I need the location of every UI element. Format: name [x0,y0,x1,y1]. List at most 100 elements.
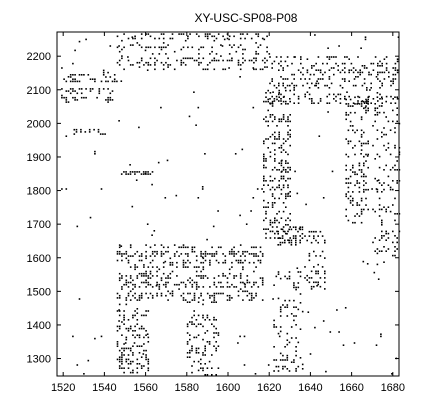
data-point [178,33,180,35]
data-point [313,250,315,253]
data-point [186,325,189,328]
data-point [324,241,326,244]
data-point [191,57,194,60]
data-point [314,34,316,36]
data-point [198,61,200,64]
data-point [302,84,304,87]
data-point [145,275,147,277]
data-point [127,327,130,330]
data-point [145,349,147,352]
data-point [147,363,150,365]
data-point [369,89,371,91]
data-point [206,367,209,369]
data-point [285,219,287,222]
data-point [349,98,352,101]
data-point [125,173,127,175]
data-point [189,301,191,303]
data-point [282,365,284,368]
data-point [355,69,357,71]
data-point [74,80,76,83]
data-point [140,281,143,284]
data-point [365,142,367,145]
data-point [176,59,178,62]
data-point [289,144,291,147]
data-point [202,367,204,369]
data-point [140,297,143,299]
data-point [257,33,260,35]
data-point [381,82,383,85]
data-point [145,279,147,282]
data-point [366,263,369,265]
data-point [228,294,231,297]
data-point [376,138,379,140]
data-point [118,356,121,358]
data-point [162,266,165,268]
data-point [365,197,367,200]
data-point [162,283,165,286]
data-point [274,138,276,140]
data-point [184,39,187,42]
data-point [285,160,287,162]
data-point [372,208,374,211]
data-point [331,170,334,173]
data-point [261,253,264,255]
data-point [273,60,276,63]
data-point [228,250,231,253]
data-point [286,343,289,346]
data-point [383,182,385,184]
data-point [104,133,106,135]
data-point [293,78,295,80]
data-point [72,88,74,90]
data-point [191,46,194,49]
data-point [74,78,76,80]
data-point [374,114,376,116]
data-point [261,281,264,284]
data-point [195,325,198,328]
data-point [165,61,167,64]
data-point [215,341,217,343]
data-point [191,283,194,286]
data-point [286,306,289,308]
data-point [259,68,262,71]
data-point [250,246,253,249]
data-point [396,160,398,162]
data-point [379,71,381,74]
data-point [169,277,172,279]
data-point [132,352,134,354]
data-point [121,354,123,356]
data-point [233,253,235,255]
data-point [72,80,74,83]
data-point [349,105,352,107]
data-point [364,36,367,38]
data-point [278,89,280,92]
data-point [200,250,202,253]
data-point [197,347,200,350]
data-point [394,250,396,252]
data-point [198,57,200,60]
data-point [347,191,350,193]
data-point [176,261,178,264]
data-point [363,191,365,193]
data-point [134,171,136,173]
data-point [184,57,187,60]
data-point [383,206,385,208]
data-point [319,71,322,74]
data-point [61,88,63,90]
data-point [269,136,272,138]
data-point [293,284,295,286]
data-point [195,349,198,352]
data-point [94,153,96,155]
data-point [156,281,158,284]
data-point [394,169,396,171]
data-point [127,363,130,365]
data-point [308,93,311,96]
data-point [202,261,205,264]
data-point [367,96,369,99]
data-point [253,61,255,64]
data-point [237,261,240,264]
data-point [295,286,297,289]
data-point [121,360,123,363]
data-point [202,268,205,271]
data-point [256,188,259,190]
data-point [147,367,150,369]
